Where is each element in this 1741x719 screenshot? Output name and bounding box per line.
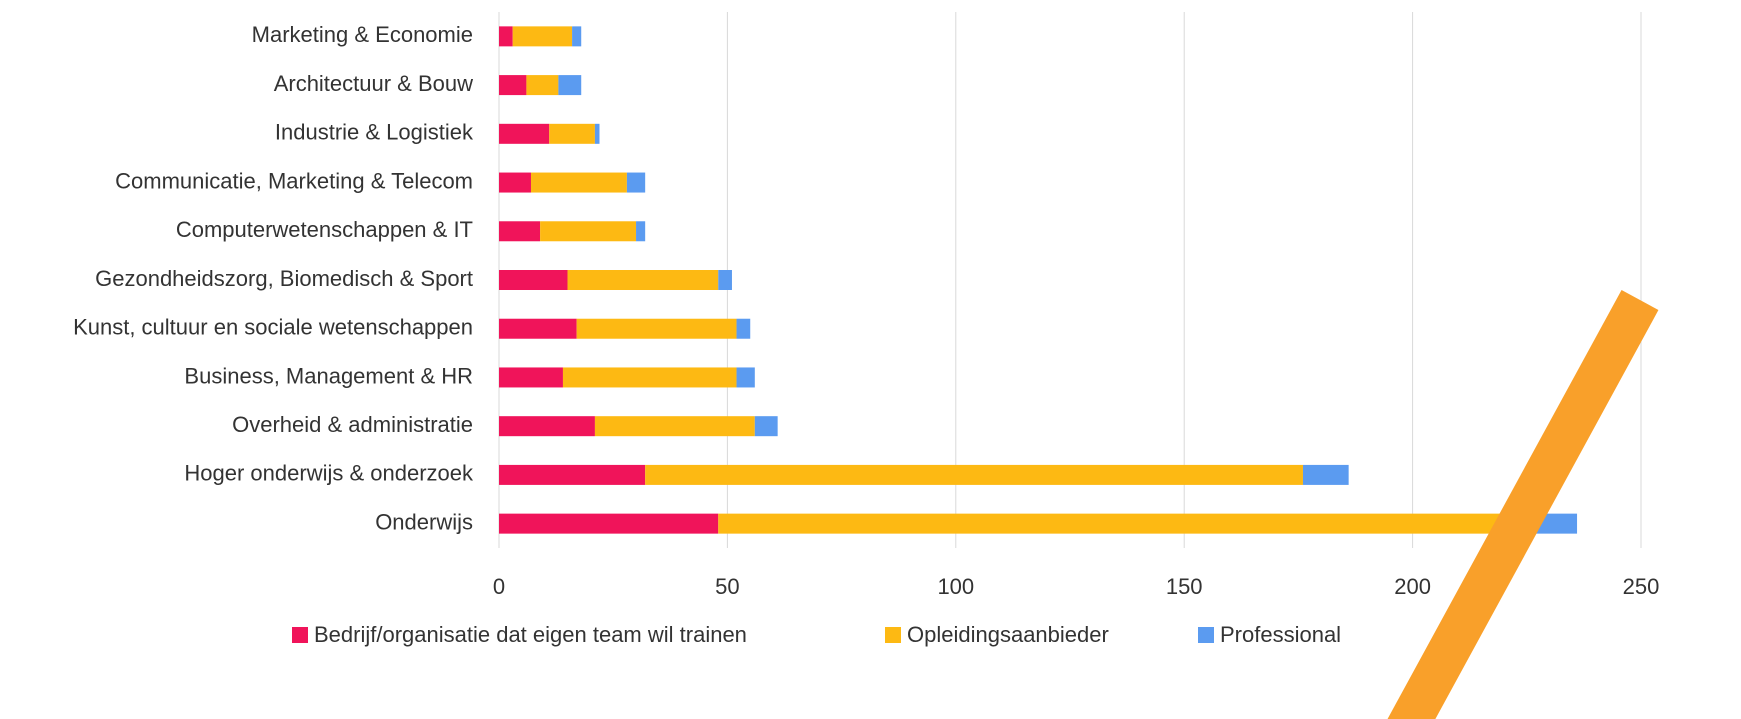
bar-segment (499, 465, 645, 485)
bar-segment (568, 270, 719, 290)
bar-segment (531, 173, 627, 193)
bar-segment (499, 75, 526, 95)
x-tick-label: 0 (493, 574, 505, 599)
bar-segment (718, 514, 1522, 534)
y-tick-label: Kunst, cultuur en sociale wetenschappen (73, 315, 473, 340)
x-tick-label: 50 (715, 574, 739, 599)
bar-segment (737, 319, 751, 339)
bar-segment (499, 270, 568, 290)
bar-segment (540, 221, 636, 241)
bar-segment (595, 124, 600, 144)
legend-swatch (292, 627, 308, 643)
legend-label: Opleidingsaanbieder (907, 622, 1109, 647)
legend-label: Professional (1220, 622, 1341, 647)
y-tick-label: Marketing & Economie (252, 22, 473, 47)
bar-segment (499, 367, 563, 387)
x-tick-label: 250 (1623, 574, 1660, 599)
bar-segment (627, 173, 645, 193)
y-tick-label: Computerwetenschappen & IT (176, 217, 473, 242)
bar-segment (499, 514, 718, 534)
legend-label: Bedrijf/organisatie dat eigen team wil t… (314, 622, 747, 647)
x-tick-label: 200 (1394, 574, 1431, 599)
bar-segment (549, 124, 595, 144)
bar-segment (755, 416, 778, 436)
y-tick-label: Gezondheidszorg, Biomedisch & Sport (95, 266, 473, 291)
y-tick-label: Business, Management & HR (184, 363, 473, 388)
y-tick-label: Industrie & Logistiek (275, 120, 474, 145)
legend-swatch (1198, 627, 1214, 643)
bar-segment (737, 367, 755, 387)
bar-segment (513, 26, 572, 46)
y-tick-label: Hoger onderwijs & onderzoek (184, 461, 474, 486)
bar-segment (499, 26, 513, 46)
bar-segment (499, 124, 549, 144)
bar-segment (636, 221, 645, 241)
bar-segment (499, 416, 595, 436)
x-tick-label: 100 (937, 574, 974, 599)
bar-segment (499, 221, 540, 241)
bar-segment (577, 319, 737, 339)
chart: 0 50 100 150 200 250 Marketing & Economie Archi… (0, 0, 1741, 719)
bar-segment (718, 270, 732, 290)
bar-segment (499, 319, 577, 339)
bar-segment (563, 367, 737, 387)
x-tick-label: 150 (1166, 574, 1203, 599)
bar-segment (1303, 465, 1349, 485)
decorative-stroke (1400, 300, 1640, 719)
y-tick-label: Onderwijs (375, 509, 473, 534)
y-tick-label: Architectuur & Bouw (274, 71, 473, 96)
y-tick-label: Communicatie, Marketing & Telecom (115, 168, 473, 193)
bar-segment (558, 75, 581, 95)
bar-segment (499, 173, 531, 193)
bar-segment (645, 465, 1303, 485)
y-tick-label: Overheid & administratie (232, 412, 473, 437)
bar-segment (595, 416, 755, 436)
bar-segment (572, 26, 581, 46)
legend-swatch (885, 627, 901, 643)
bar-segment (526, 75, 558, 95)
